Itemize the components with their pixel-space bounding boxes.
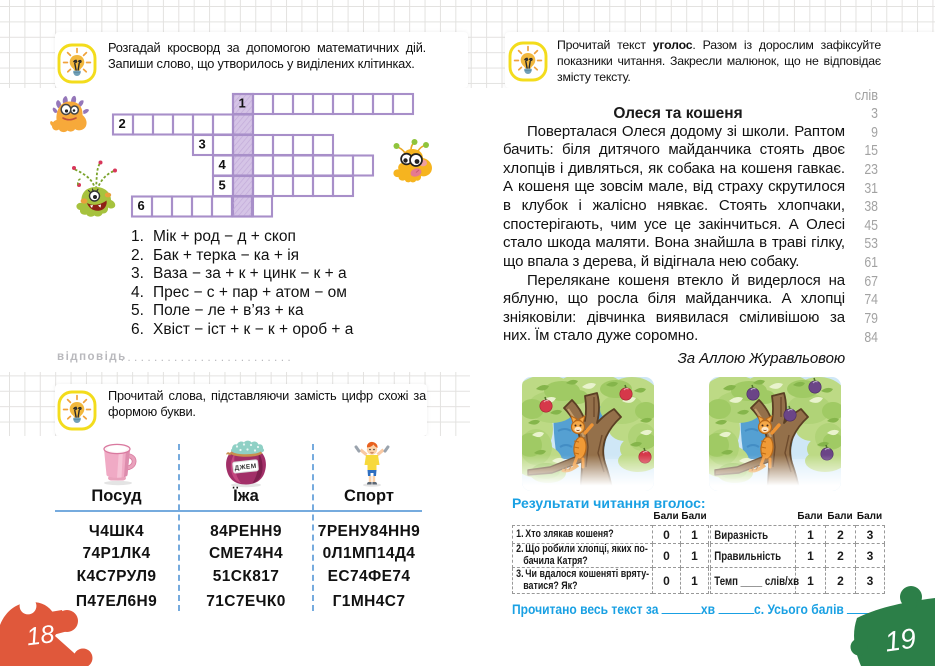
svg-text:6: 6	[138, 198, 145, 213]
svg-text:3: 3	[199, 137, 206, 152]
svg-text:18: 18	[25, 620, 56, 651]
svg-text:ДЖЕМ: ДЖЕМ	[234, 463, 257, 472]
svg-text:19: 19	[883, 622, 918, 657]
svg-text:1: 1	[239, 96, 246, 111]
svg-text:2: 2	[119, 116, 126, 131]
svg-text:5: 5	[219, 178, 226, 193]
svg-text:4: 4	[219, 157, 227, 172]
